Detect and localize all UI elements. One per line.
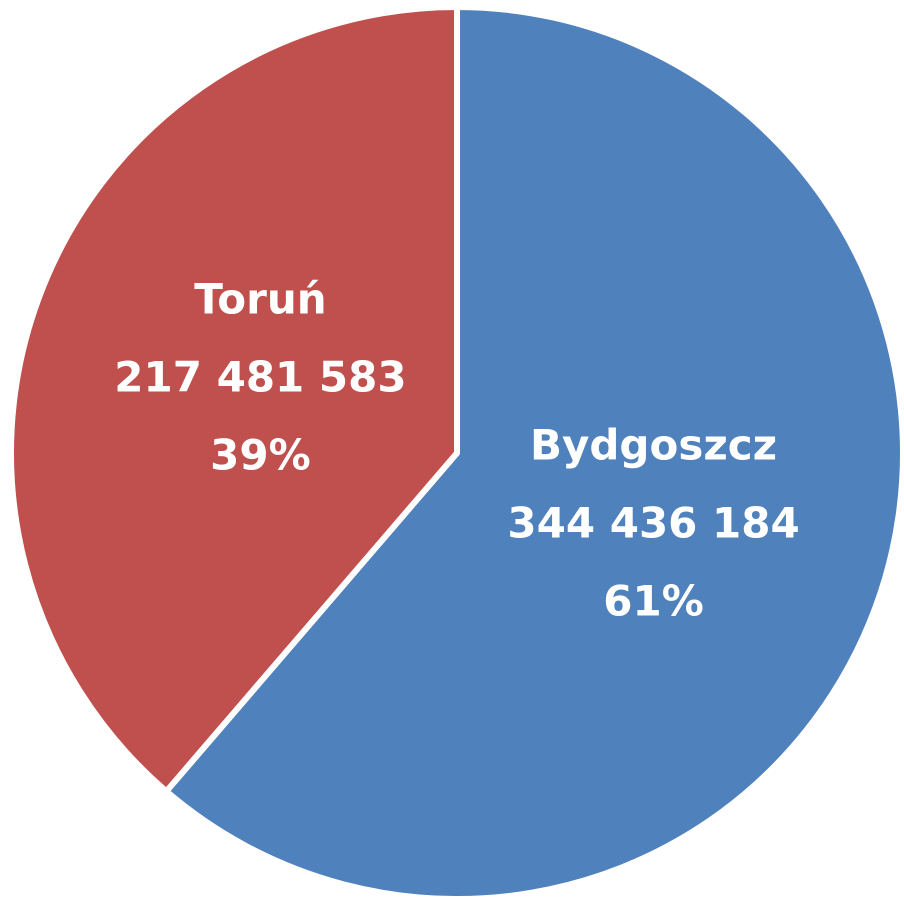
pie-slice [8, 4, 460, 795]
pie-slice [163, 4, 904, 898]
slice-value-label: 217 481 583 [114, 353, 406, 402]
slice-percent-label: 61% [603, 576, 704, 625]
slice-percent-label: 39% [210, 431, 311, 480]
slice-category-label: Bydgoszcz [530, 420, 777, 469]
slice-category-label: Toruń [194, 275, 326, 324]
slice-value-label: 344 436 184 [507, 498, 799, 547]
